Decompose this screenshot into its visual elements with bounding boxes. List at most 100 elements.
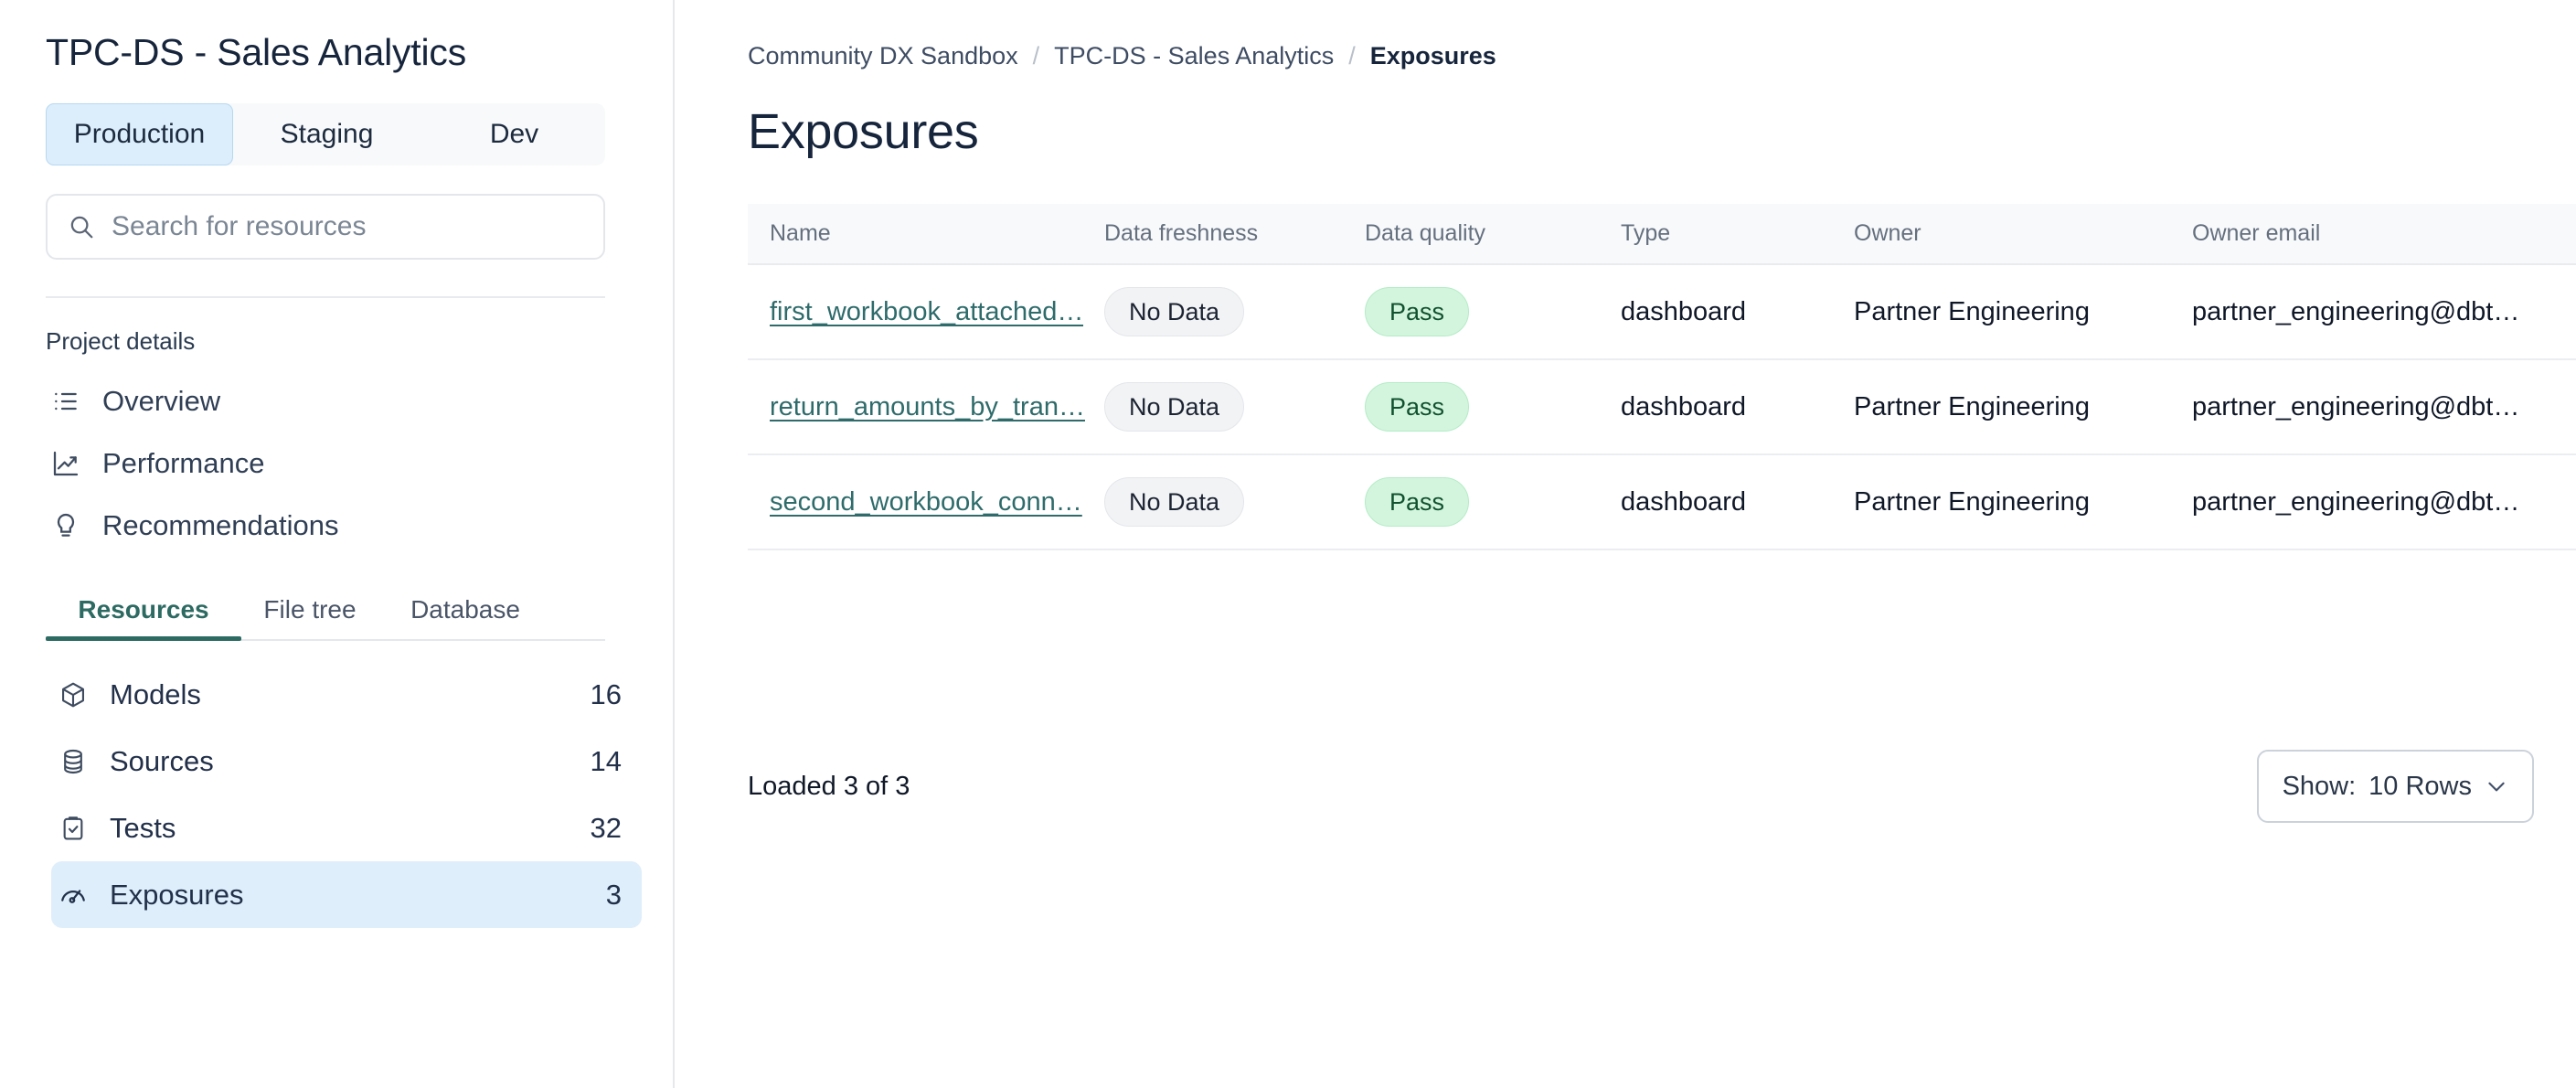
- nav-item-performance[interactable]: Performance: [0, 432, 673, 495]
- rows-per-page-label: Show:: [2282, 771, 2357, 801]
- resource-item-models-label: Models: [110, 677, 201, 710]
- sidebar: TPC-DS - Sales Analytics Production Stag…: [0, 0, 675, 1088]
- resource-item-sources-count: 14: [590, 744, 622, 777]
- rows-per-page-select[interactable]: Show: 10 Rows: [2256, 750, 2534, 823]
- cell-name: second_workbook_conn…: [748, 454, 1104, 550]
- project-title: TPC-DS - Sales Analytics: [46, 31, 466, 73]
- cell-owner: Partner Engineering: [1854, 264, 2192, 360]
- breadcrumb-item-project[interactable]: TPC-DS - Sales Analytics: [1054, 42, 1335, 69]
- resource-item-exposures[interactable]: Exposures 3: [51, 861, 642, 929]
- tab-file-tree[interactable]: File tree: [241, 595, 378, 639]
- column-header-owner[interactable]: Owner: [1854, 204, 2192, 265]
- cell-data-quality: Pass: [1365, 454, 1621, 550]
- env-tab-production-label: Production: [73, 119, 206, 150]
- sidebar-divider: [46, 296, 605, 299]
- exposure-name-link[interactable]: first_workbook_attached…: [770, 296, 1084, 326]
- main-content: Community DX Sandbox / TPC-DS - Sales An…: [675, 0, 2576, 1088]
- resource-item-tests[interactable]: Tests 32: [51, 795, 642, 861]
- table-row: first_workbook_attached… No Data Pass da…: [748, 264, 2576, 360]
- cell-owner-email: partner_engineering@dbt…: [2192, 359, 2576, 455]
- cell-owner: Partner Engineering: [1854, 359, 2192, 455]
- breadcrumb-item-org[interactable]: Community DX Sandbox: [748, 42, 1018, 69]
- cell-type: dashboard: [1621, 454, 1854, 550]
- resource-item-sources[interactable]: Sources 14: [51, 728, 642, 795]
- page-title: Exposures: [748, 104, 979, 159]
- breadcrumb: Community DX Sandbox / TPC-DS - Sales An…: [675, 0, 2576, 70]
- column-header-type[interactable]: Type: [1621, 204, 1854, 265]
- type-value: dashboard: [1621, 296, 1747, 326]
- loaded-count-text: Loaded 3 of 3: [748, 771, 910, 801]
- env-tab-production[interactable]: Production: [46, 103, 233, 166]
- column-header-owner-email[interactable]: Owner email: [2192, 204, 2576, 265]
- table-head: Name Data freshness Data quality Type Ow…: [748, 204, 2576, 265]
- table-row: second_workbook_conn… No Data Pass dashb…: [748, 454, 2576, 550]
- resource-item-sources-label: Sources: [110, 744, 214, 777]
- data-freshness-badge: No Data: [1104, 382, 1245, 432]
- breadcrumb-separator: /: [1032, 42, 1040, 69]
- cell-type: dashboard: [1621, 359, 1854, 455]
- chevron-down-icon: [2485, 774, 2508, 798]
- cell-owner-email: partner_engineering@dbt…: [2192, 454, 2576, 550]
- gauge-icon: [59, 880, 88, 910]
- table-row: return_amounts_by_tran… No Data Pass das…: [748, 359, 2576, 455]
- table-header-row: Name Data freshness Data quality Type Ow…: [748, 204, 2576, 265]
- type-value: dashboard: [1621, 486, 1747, 517]
- cell-name: first_workbook_attached…: [748, 264, 1104, 360]
- exposure-name-link[interactable]: second_workbook_conn…: [770, 486, 1082, 517]
- tab-file-tree-label: File tree: [263, 595, 357, 624]
- chart-line-icon: [51, 449, 80, 478]
- owner-value: Partner Engineering: [1854, 486, 2090, 517]
- type-value: dashboard: [1621, 391, 1747, 421]
- cell-type: dashboard: [1621, 264, 1854, 360]
- exposure-name-link[interactable]: return_amounts_by_tran…: [770, 391, 1085, 421]
- env-tab-staging[interactable]: Staging: [233, 103, 420, 165]
- search-icon: [68, 213, 95, 240]
- table-footer: Loaded 3 of 3 Show: 10 Rows: [748, 750, 2534, 823]
- data-quality-badge: Pass: [1365, 287, 1470, 336]
- list-icon: [51, 387, 80, 416]
- breadcrumb-separator: /: [1348, 42, 1356, 69]
- column-header-data-freshness[interactable]: Data freshness: [1104, 204, 1365, 265]
- cell-data-quality: Pass: [1365, 359, 1621, 455]
- table-body: first_workbook_attached… No Data Pass da…: [748, 264, 2576, 550]
- search-input[interactable]: [112, 211, 583, 243]
- resource-item-exposures-count: 3: [605, 878, 622, 911]
- data-freshness-badge: No Data: [1104, 287, 1245, 336]
- tab-database[interactable]: Database: [378, 595, 552, 639]
- env-tab-dev[interactable]: Dev: [420, 103, 608, 165]
- nav-item-recommendations-label: Recommendations: [102, 509, 339, 542]
- nav-item-recommendations[interactable]: Recommendations: [0, 495, 673, 557]
- data-quality-badge: Pass: [1365, 382, 1470, 432]
- env-tab-dev-label: Dev: [489, 119, 539, 150]
- search-box[interactable]: [46, 194, 605, 261]
- tab-database-label: Database: [410, 595, 520, 624]
- database-icon: [59, 747, 88, 776]
- lightbulb-icon: [51, 511, 80, 540]
- resource-item-tests-count: 32: [590, 811, 622, 844]
- data-freshness-badge: No Data: [1104, 477, 1245, 527]
- cell-data-quality: Pass: [1365, 264, 1621, 360]
- nav-item-performance-label: Performance: [102, 447, 265, 480]
- column-header-data-quality[interactable]: Data quality: [1365, 204, 1621, 265]
- project-details-label: Project details: [46, 327, 196, 356]
- cell-data-freshness: No Data: [1104, 454, 1365, 550]
- clipboard-check-icon: [59, 814, 88, 843]
- cell-data-freshness: No Data: [1104, 264, 1365, 360]
- environment-switcher: Production Staging Dev: [46, 103, 608, 166]
- owner-email-value: partner_engineering@dbt…: [2192, 486, 2520, 517]
- resource-item-models[interactable]: Models 16: [51, 661, 642, 728]
- column-header-name[interactable]: Name: [748, 204, 1104, 265]
- nav-item-overview-label: Overview: [102, 385, 221, 418]
- nav-item-overview[interactable]: Overview: [0, 370, 673, 432]
- cell-name: return_amounts_by_tran…: [748, 359, 1104, 455]
- resource-list: Models 16 Sources 14: [0, 661, 673, 929]
- owner-email-value: partner_engineering@dbt…: [2192, 296, 2520, 326]
- rows-per-page-value: 10 Rows: [2368, 771, 2472, 801]
- env-tab-staging-label: Staging: [280, 119, 374, 150]
- tab-resources[interactable]: Resources: [46, 595, 241, 642]
- resource-item-exposures-label: Exposures: [110, 878, 244, 911]
- resource-item-models-count: 16: [590, 677, 622, 710]
- data-quality-badge: Pass: [1365, 477, 1470, 527]
- exposures-table: Name Data freshness Data quality Type Ow…: [748, 204, 2576, 550]
